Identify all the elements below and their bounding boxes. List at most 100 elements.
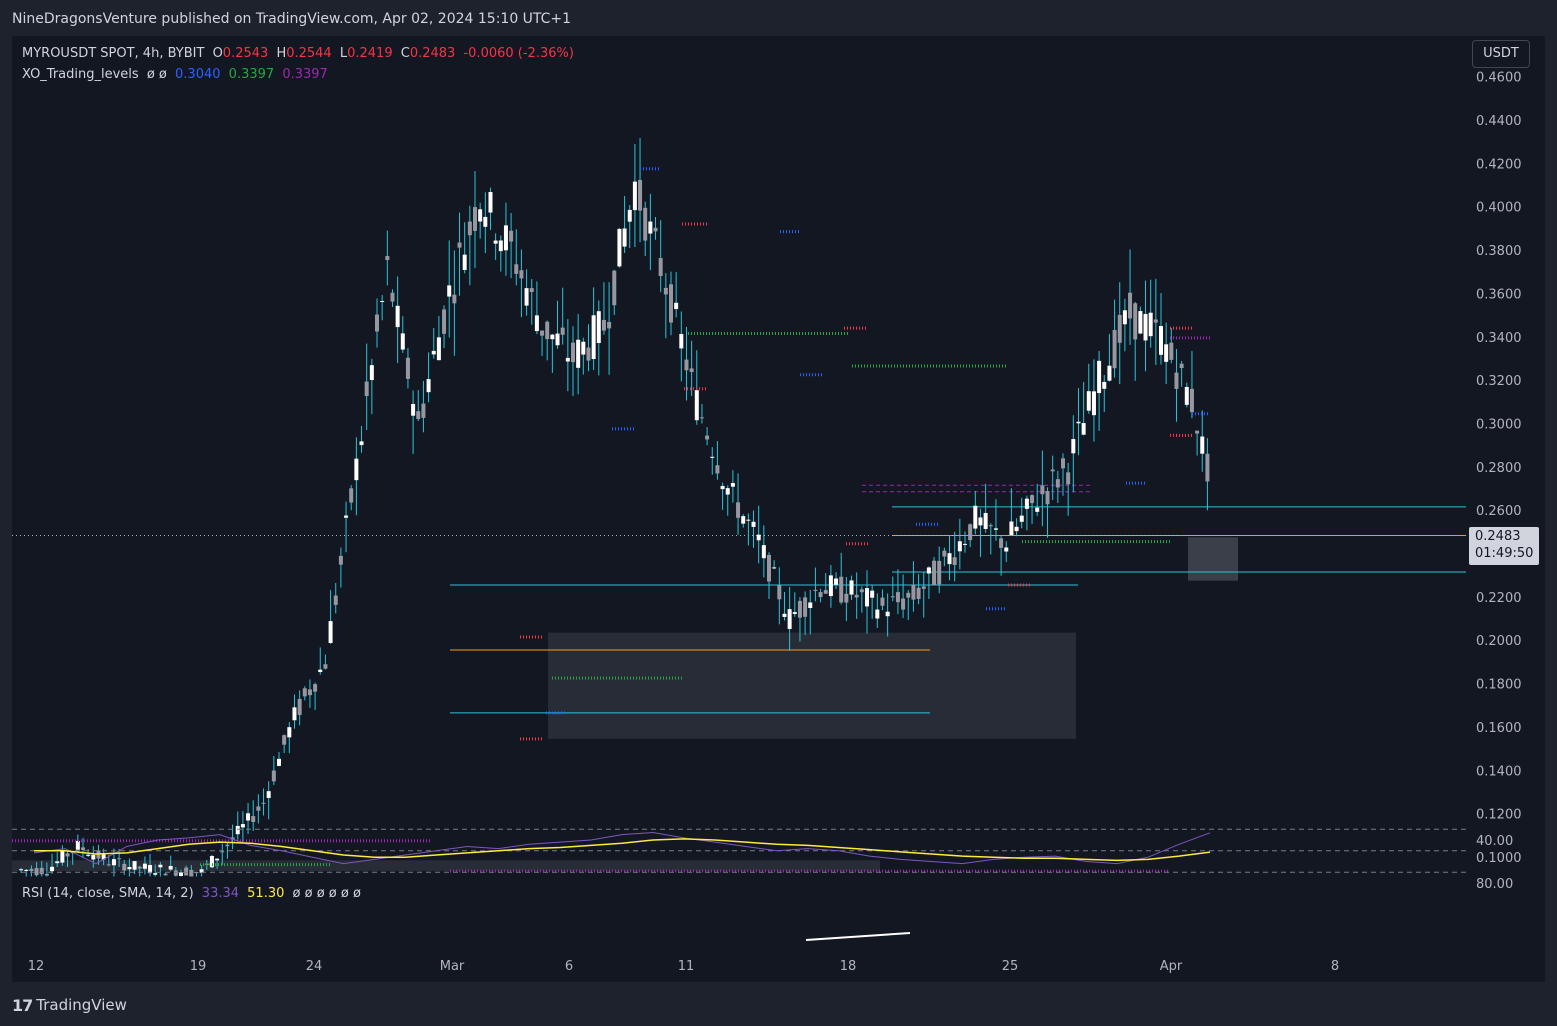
candle-body	[524, 288, 529, 306]
candle-body	[153, 873, 158, 875]
candle-body	[230, 837, 235, 840]
candle-body	[457, 242, 462, 248]
candle-body	[307, 689, 312, 696]
candle-body	[1112, 330, 1117, 369]
candle-body	[349, 488, 354, 503]
candle-body	[1014, 526, 1019, 532]
candle-body	[1091, 391, 1096, 416]
rsi-name: RSI (14, close, SMA, 14, 2)	[22, 886, 194, 901]
price-axis-label: 0.1200	[1476, 808, 1522, 823]
candle-body	[849, 580, 854, 595]
candle-body	[375, 314, 379, 332]
candle-body	[277, 758, 281, 766]
candle-body	[710, 456, 715, 458]
indicator-value-2: 0.3397	[228, 67, 275, 82]
time-axis-label: 8	[1331, 959, 1339, 974]
candle-body	[442, 309, 447, 334]
candle-body	[385, 256, 390, 261]
candle-body	[1061, 458, 1065, 469]
candle-body	[937, 560, 942, 585]
time-axis-label: 6	[565, 959, 573, 974]
candle-body	[1184, 386, 1189, 405]
candle-body	[235, 825, 240, 835]
candle-body	[968, 524, 973, 541]
time-axis-label: 11	[678, 959, 695, 974]
candle-body	[942, 550, 947, 557]
candle-body	[1019, 515, 1024, 522]
candle-body	[1045, 491, 1050, 505]
candle-body	[240, 824, 245, 828]
candle-body	[540, 330, 545, 336]
candle-body	[55, 861, 60, 864]
candle-body	[122, 863, 127, 871]
candle-body	[106, 864, 111, 866]
candle-body	[767, 554, 771, 582]
candle-body	[60, 851, 65, 863]
candle-body	[581, 341, 586, 355]
candle-body	[885, 611, 890, 617]
candle-body	[880, 597, 885, 606]
candle-body	[158, 864, 163, 868]
candle-body	[803, 597, 808, 617]
candle-body	[622, 228, 627, 247]
candle-body	[261, 802, 266, 804]
candle-body	[674, 302, 679, 310]
candle-body	[447, 285, 452, 297]
candle-body	[865, 588, 869, 607]
candle-body	[534, 315, 539, 332]
candle-body	[318, 669, 323, 673]
candle-body	[890, 596, 895, 598]
indicator-symbols: ø ø	[146, 67, 167, 82]
candle-body	[184, 867, 189, 876]
footer-brand[interactable]: 17 TradingView	[12, 994, 127, 1016]
candle-body	[973, 505, 978, 529]
candle-body	[473, 207, 477, 231]
candle-body	[916, 587, 921, 599]
candle-body	[1035, 507, 1040, 512]
candle-body	[81, 847, 85, 850]
candle-body	[1102, 381, 1107, 389]
candle-body	[859, 589, 864, 593]
supply-demand-zone	[1188, 537, 1238, 581]
rsi-value: 33.34	[201, 886, 240, 901]
candle-body	[390, 292, 395, 302]
candle-body	[658, 258, 663, 277]
candle-body	[344, 515, 349, 518]
candle-body	[730, 483, 735, 487]
candle-body	[957, 541, 962, 552]
legend-change: -0.0060 (-2.36%)	[463, 46, 574, 61]
candle-body	[1086, 391, 1091, 411]
time-axis-label: 19	[190, 959, 207, 974]
candle-body	[426, 379, 431, 393]
candle-body	[648, 221, 653, 234]
price-axis-label: 0.3800	[1476, 244, 1522, 259]
candle-body	[416, 411, 421, 420]
candle-body	[354, 458, 359, 481]
candle-body	[725, 488, 730, 495]
candle-body	[870, 590, 875, 598]
candle-body	[483, 216, 488, 227]
chart-frame[interactable]	[12, 36, 1545, 982]
rsi-axis-label: 80.00	[1476, 877, 1513, 892]
candle-body	[736, 502, 741, 518]
legend-l-label: L	[339, 46, 348, 61]
candle-body	[952, 557, 957, 565]
candle-body	[333, 595, 338, 605]
candle-body	[632, 181, 637, 211]
candle-body	[947, 553, 952, 565]
candle-body	[663, 287, 668, 295]
candle-body	[560, 327, 565, 335]
candle-body	[576, 339, 581, 368]
candle-body	[297, 698, 302, 716]
price-axis-label: 0.2000	[1476, 634, 1522, 649]
current-price-value: 0.2483	[1475, 529, 1521, 544]
time-axis-label: 12	[28, 959, 45, 974]
candle-body	[50, 866, 55, 872]
rsi-axis-label: 40.00	[1476, 834, 1513, 849]
rsi-divergence-line	[805, 932, 911, 941]
time-axis-label: 18	[840, 959, 857, 974]
candle-body	[1040, 485, 1045, 495]
currency-button[interactable]: USDT	[1472, 40, 1530, 68]
candle-body	[168, 865, 173, 870]
